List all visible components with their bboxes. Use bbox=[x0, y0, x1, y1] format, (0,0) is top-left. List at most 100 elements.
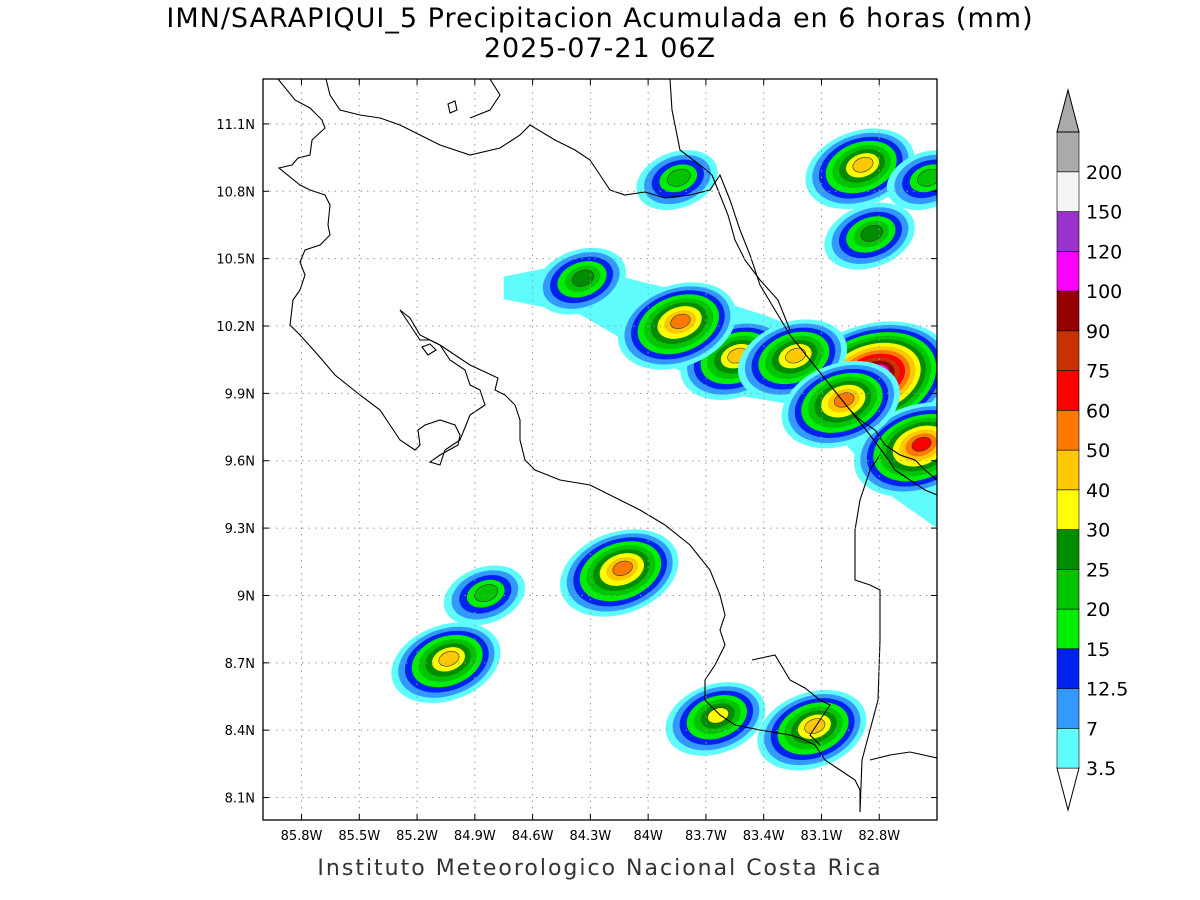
precip-contour-30 bbox=[707, 707, 729, 724]
coastline-layer bbox=[277, 79, 937, 813]
y-tick-label: 9N bbox=[237, 589, 255, 604]
colorbar-legend: 3.5 7 12.5 15 20 25 30 40 50 60 75 90 100 120 150 200 bbox=[1056, 88, 1128, 812]
precip-cell bbox=[805, 128, 915, 210]
precip-cell bbox=[560, 529, 679, 617]
y-tick-label: 9.9N bbox=[225, 387, 255, 402]
y-tick-label: 11.1N bbox=[216, 118, 255, 133]
colorbar-label: 15 bbox=[1086, 639, 1110, 661]
y-tick-label: 10.8N bbox=[216, 185, 255, 200]
precip-contour-20 bbox=[474, 584, 499, 602]
y-tick-label: 9.6N bbox=[225, 455, 255, 470]
precip-cell bbox=[824, 202, 915, 270]
precip-cell bbox=[757, 689, 867, 771]
y-tick-label: 9.3N bbox=[225, 522, 255, 537]
precip-contour-50 bbox=[612, 560, 633, 576]
colorbar-low-arrow bbox=[1056, 767, 1080, 812]
precip-band-light bbox=[503, 263, 937, 529]
colorbar-label: 100 bbox=[1086, 281, 1122, 303]
gulf-nicoya-coast bbox=[399, 309, 861, 812]
colorbar-swatch-7 bbox=[1056, 688, 1080, 729]
colorbar-label: 60 bbox=[1086, 400, 1110, 422]
x-tick-label: 84.3W bbox=[569, 829, 611, 844]
x-tick-label: 85.2W bbox=[396, 829, 438, 844]
precip-contour-60 bbox=[911, 436, 932, 452]
colorbar-label: 7 bbox=[1086, 718, 1098, 740]
x-tick-label: 82.8W bbox=[858, 829, 900, 844]
colorbar-label: 75 bbox=[1086, 361, 1110, 383]
x-tick-label: 84.9W bbox=[454, 829, 496, 844]
colorbar-label: 20 bbox=[1086, 599, 1110, 621]
colorbar-label: 12.5 bbox=[1086, 679, 1128, 701]
y-tick-label: 10.2N bbox=[216, 320, 255, 335]
precip-contour-20 bbox=[917, 168, 937, 187]
osa-peninsula-coast bbox=[751, 654, 831, 746]
map-subtitle-date: 2025-07-21 06Z bbox=[483, 33, 717, 64]
colorbar-swatch-100 bbox=[1056, 251, 1080, 292]
colorbar-swatch-60 bbox=[1056, 370, 1080, 411]
precip-contour-50 bbox=[670, 313, 691, 329]
colorbar-label: 40 bbox=[1086, 480, 1110, 502]
x-tick-label: 85.8W bbox=[281, 829, 323, 844]
colorbar-label: 50 bbox=[1086, 440, 1110, 462]
island-north bbox=[447, 100, 458, 114]
footer-credit: Instituto Meteorologico Nacional Costa R… bbox=[317, 856, 883, 881]
plot-frame bbox=[262, 78, 938, 821]
x-tick-label: 83.4W bbox=[743, 829, 785, 844]
nicaragua-lake-shore bbox=[469, 79, 501, 119]
colorbar-label: 25 bbox=[1086, 559, 1110, 581]
panama-coast-east bbox=[869, 751, 937, 761]
precip-contour-40 bbox=[785, 347, 807, 364]
y-tick-label: 8.1N bbox=[225, 792, 255, 807]
y-tick-label: 8.4N bbox=[225, 724, 255, 739]
colorbar-swatch-50 bbox=[1056, 409, 1080, 451]
precip-cell bbox=[665, 682, 766, 756]
colorbar-swatch-200 bbox=[1056, 131, 1080, 173]
colorbar-label: 90 bbox=[1086, 321, 1110, 343]
precip-cell bbox=[886, 150, 937, 211]
precip-contour-20 bbox=[666, 168, 691, 187]
colorbar-swatch-12.5 bbox=[1056, 648, 1080, 689]
precip-contour-40 bbox=[852, 156, 874, 173]
longitude-axis: 85.8W 85.5W 85.2W 84.9W 84.6W 84.3W 84W 83.7W 83… bbox=[281, 79, 900, 844]
map-title: IMN/SARAPIQUI_5 Precipitacion Acumulada … bbox=[166, 3, 1034, 34]
precip-cell bbox=[391, 622, 501, 704]
colorbar-swatch-15 bbox=[1056, 608, 1080, 650]
colorbar-swatch-3.5 bbox=[1056, 727, 1080, 769]
precip-cell bbox=[617, 282, 737, 370]
border-panama bbox=[849, 409, 937, 481]
colorbar-label: 30 bbox=[1086, 520, 1110, 542]
precip-cell bbox=[738, 319, 848, 400]
lat-lon-grid bbox=[263, 79, 937, 820]
precip-cell bbox=[535, 247, 626, 315]
colorbar-swatch-120 bbox=[1056, 211, 1080, 252]
colorbar-swatch-25 bbox=[1056, 529, 1080, 570]
latitude-axis: 8.1N 8.4N 8.7N 9N 9.3N 9.6N 9.9N 10.2N 10.5N 10.8… bbox=[216, 118, 937, 807]
colorbar-swatch-20 bbox=[1056, 568, 1080, 610]
y-tick-label: 10.5N bbox=[216, 253, 255, 268]
precip-contour-25 bbox=[571, 269, 595, 287]
colorbar-label: 150 bbox=[1086, 202, 1122, 224]
colorbar-swatch-40 bbox=[1056, 449, 1080, 491]
precip-cell bbox=[636, 150, 718, 211]
nicaragua-lake-coast bbox=[277, 79, 486, 466]
colorbar-label: 120 bbox=[1086, 241, 1122, 263]
x-tick-label: 84.6W bbox=[512, 829, 554, 844]
colorbar-swatch-30 bbox=[1056, 489, 1080, 530]
x-tick-label: 83.1W bbox=[801, 829, 843, 844]
colorbar-swatch-150 bbox=[1056, 171, 1080, 212]
nicaragua-border-river bbox=[669, 79, 791, 331]
colorbar-swatch-90 bbox=[1056, 290, 1080, 332]
colorbar-high-arrow bbox=[1056, 88, 1080, 133]
caribbean-coast-north bbox=[325, 79, 937, 496]
colorbar-label: 3.5 bbox=[1086, 758, 1116, 780]
precip-contour-25 bbox=[860, 224, 883, 242]
x-tick-label: 83.7W bbox=[685, 829, 727, 844]
precipitation-field bbox=[391, 128, 937, 771]
y-tick-label: 8.7N bbox=[225, 657, 255, 672]
x-tick-label: 85.5W bbox=[338, 829, 380, 844]
colorbar-label: 200 bbox=[1086, 162, 1122, 184]
panama-border-south bbox=[854, 454, 881, 813]
island-nicoya bbox=[421, 343, 437, 356]
x-tick-label: 84W bbox=[633, 829, 663, 844]
